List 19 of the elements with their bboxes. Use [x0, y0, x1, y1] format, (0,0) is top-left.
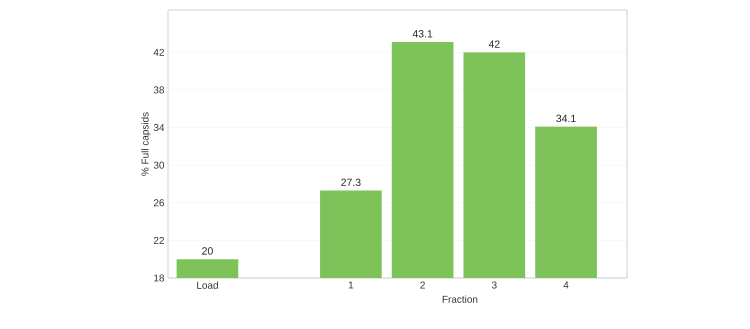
- data-label: 20: [202, 247, 213, 255]
- y-tick-label: 22: [154, 236, 164, 244]
- data-label: 42: [488, 40, 500, 48]
- data-label: 27.3: [341, 178, 361, 186]
- x-axis-title: Fraction: [442, 296, 478, 303]
- y-tick-label: 26: [154, 199, 164, 206]
- data-label: 43.1: [412, 30, 432, 38]
- data-label: 34.1: [556, 114, 576, 122]
- y-tick-label: 18: [154, 274, 164, 282]
- y-tick-label: 34: [154, 124, 164, 132]
- x-tick-label: Load: [197, 282, 218, 289]
- y-tick-label: 38: [154, 86, 164, 94]
- x-tick-label: 1: [348, 282, 354, 288]
- y-tick-label: 30: [154, 162, 164, 169]
- x-tick-label: 4: [564, 282, 569, 288]
- y-tick-label: 42: [154, 48, 164, 56]
- y-axis-title: % Full capsids: [141, 112, 151, 176]
- x-tick-label: 3: [492, 282, 497, 289]
- x-tick-label: 2: [420, 282, 425, 288]
